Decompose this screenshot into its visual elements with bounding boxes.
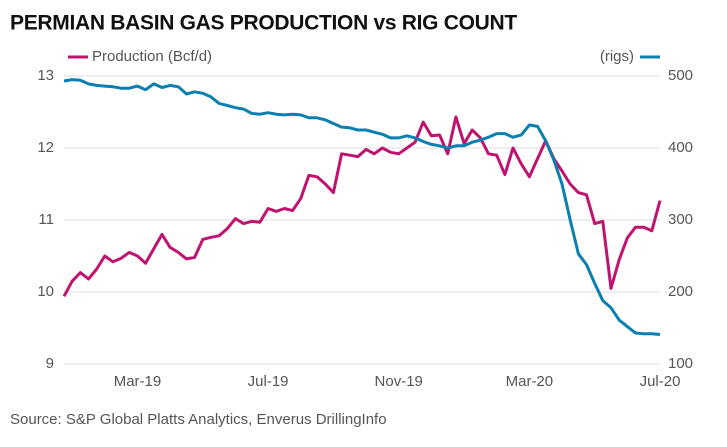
y2-tick-label: 400 (668, 139, 693, 156)
x-tick-label: Mar-20 (506, 373, 554, 390)
data-line (63, 78, 661, 336)
legend-label: (rigs) (600, 48, 634, 65)
y-tick-label: 10 (37, 283, 54, 300)
y-tick-label: 13 (37, 67, 54, 84)
y2-tick-label: 300 (668, 211, 693, 228)
y2-tick-label: 100 (668, 355, 693, 372)
x-tick-label: Jul-19 (248, 373, 289, 390)
legend-label: Production (Bcf/d) (92, 48, 212, 65)
data-line (62, 115, 662, 298)
y-tick-label: 11 (38, 211, 54, 228)
source-note: Source: S&P Global Platts Analytics, Env… (10, 411, 387, 428)
y-tick-label: 9 (46, 355, 54, 372)
y2-tick-label: 500 (668, 67, 693, 84)
x-tick-label: Mar-19 (114, 373, 162, 390)
y-tick-label: 12 (37, 139, 54, 156)
y2-tick-label: 200 (668, 283, 693, 300)
x-tick-label: Nov-19 (375, 373, 423, 390)
chart-title: PERMIAN BASIN GAS PRODUCTION vs RIG COUN… (10, 12, 517, 35)
x-tick-label: Jul-20 (640, 373, 681, 390)
